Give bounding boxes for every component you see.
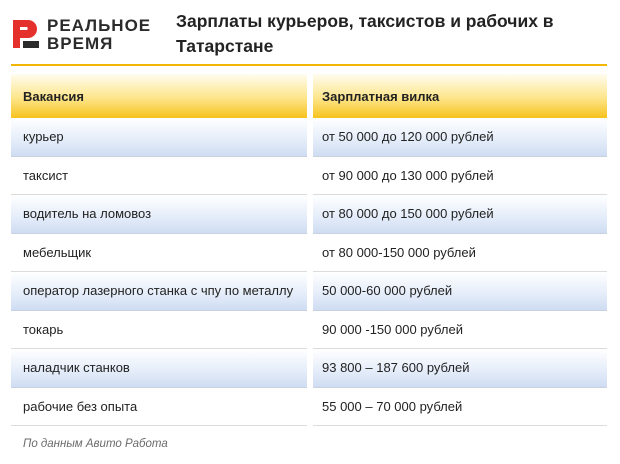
brand-logo: РЕАЛЬНОЕ ВРЕМЯ bbox=[11, 14, 161, 54]
logo-text-line-1: РЕАЛЬНОЕ bbox=[47, 16, 152, 35]
table-row: оператор лазерного станка с чпу по метал… bbox=[11, 272, 607, 311]
salary-cell: от 50 000 до 120 000 рублей bbox=[313, 118, 607, 157]
table-row: водитель на ломовоз от 80 000 до 150 000… bbox=[11, 195, 607, 234]
header-salary-range: Зарплатная вилка bbox=[313, 74, 607, 118]
logo-text-line-2: ВРЕМЯ bbox=[47, 34, 114, 53]
vacancy-cell: таксист bbox=[11, 156, 307, 195]
source-note: По данным Авито Работа bbox=[23, 438, 168, 450]
salary-cell: от 80 000-150 000 рублей bbox=[313, 233, 607, 272]
vacancy-cell: оператор лазерного станка с чпу по метал… bbox=[11, 272, 307, 311]
salary-cell: от 90 000 до 130 000 рублей bbox=[313, 156, 607, 195]
salary-cell: 93 800 – 187 600 рублей bbox=[313, 349, 607, 388]
salary-cell: 55 000 – 70 000 рублей bbox=[313, 387, 607, 426]
salary-table: Вакансия Зарплатная вилка курьер от 50 0… bbox=[11, 74, 607, 426]
salary-cell: от 80 000 до 150 000 рублей bbox=[313, 195, 607, 234]
vacancy-cell: рабочие без опыта bbox=[11, 387, 307, 426]
table-row: мебельщик от 80 000-150 000 рублей bbox=[11, 233, 607, 272]
vacancy-cell: курьер bbox=[11, 118, 307, 157]
table-row: наладчик станков 93 800 – 187 600 рублей bbox=[11, 349, 607, 388]
vacancy-cell: наладчик станков bbox=[11, 349, 307, 388]
table-row: таксист от 90 000 до 130 000 рублей bbox=[11, 156, 607, 195]
table-row: курьер от 50 000 до 120 000 рублей bbox=[11, 118, 607, 157]
table-row: рабочие без опыта 55 000 – 70 000 рублей bbox=[11, 387, 607, 426]
table-header-row: Вакансия Зарплатная вилка bbox=[11, 74, 607, 118]
title-divider bbox=[11, 64, 607, 66]
page-title: Зарплаты курьеров, таксистов и рабочих в… bbox=[176, 11, 554, 56]
table-row: токарь 90 000 -150 000 рублей bbox=[11, 310, 607, 349]
vacancy-cell: водитель на ломовоз bbox=[11, 195, 307, 234]
vacancy-cell: мебельщик bbox=[11, 233, 307, 272]
header-vacancy: Вакансия bbox=[11, 74, 307, 118]
realnoe-vremya-logo-icon bbox=[13, 20, 39, 48]
salary-cell: 90 000 -150 000 рублей bbox=[313, 310, 607, 349]
salary-cell: 50 000-60 000 рублей bbox=[313, 272, 607, 311]
vacancy-cell: токарь bbox=[11, 310, 307, 349]
